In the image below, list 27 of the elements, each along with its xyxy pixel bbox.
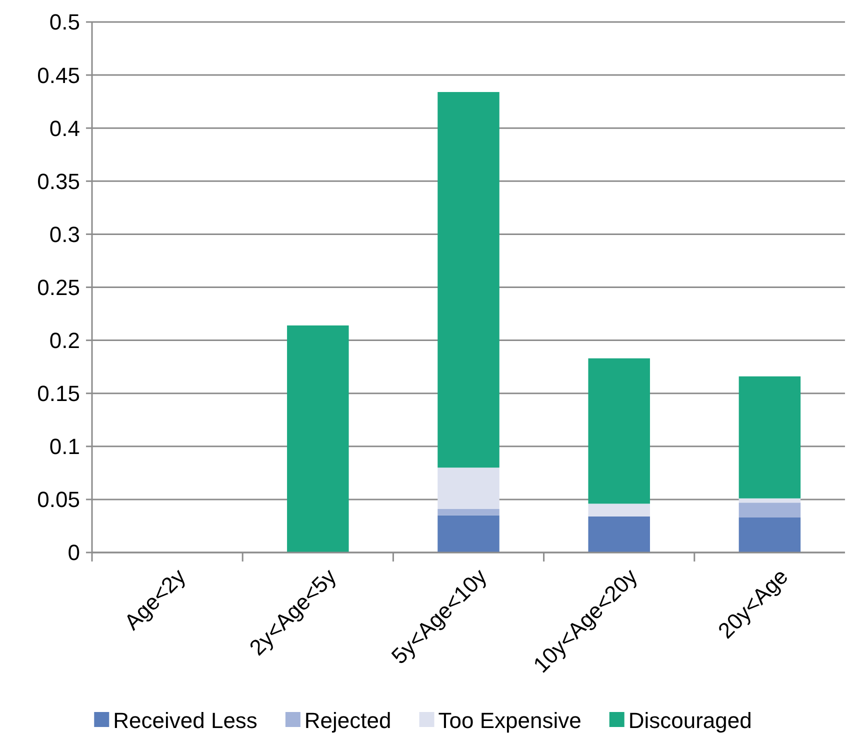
y-tick-label: 0.45 <box>37 62 80 88</box>
bar <box>438 515 500 552</box>
legend-label: Too Expensive <box>438 708 582 733</box>
y-tick-label: 0.25 <box>37 274 80 300</box>
y-tick-label: 0.1 <box>49 434 80 460</box>
y-tick-label: 0.15 <box>37 381 80 406</box>
y-tick-label: 0 <box>68 540 80 566</box>
bar <box>287 325 349 552</box>
bar <box>738 498 801 503</box>
bar <box>738 517 801 552</box>
bar <box>438 509 500 516</box>
bar <box>438 92 500 468</box>
y-tick-label: 0.2 <box>49 328 80 353</box>
bar <box>738 502 801 518</box>
y-tick-label: 0.5 <box>49 10 80 35</box>
legend-label: Discouraged <box>628 708 752 733</box>
bar <box>738 376 801 498</box>
bar <box>588 358 650 504</box>
bar <box>438 468 500 509</box>
legend-label: Rejected <box>304 708 392 733</box>
y-tick-label: 0.3 <box>49 222 80 247</box>
y-tick-label: 0.4 <box>49 116 80 141</box>
bar <box>588 516 650 552</box>
y-tick-label: 0.35 <box>37 168 80 194</box>
y-tick-label: 0.05 <box>37 487 80 512</box>
bar <box>588 504 650 516</box>
legend-label: Received Less <box>113 708 258 733</box>
